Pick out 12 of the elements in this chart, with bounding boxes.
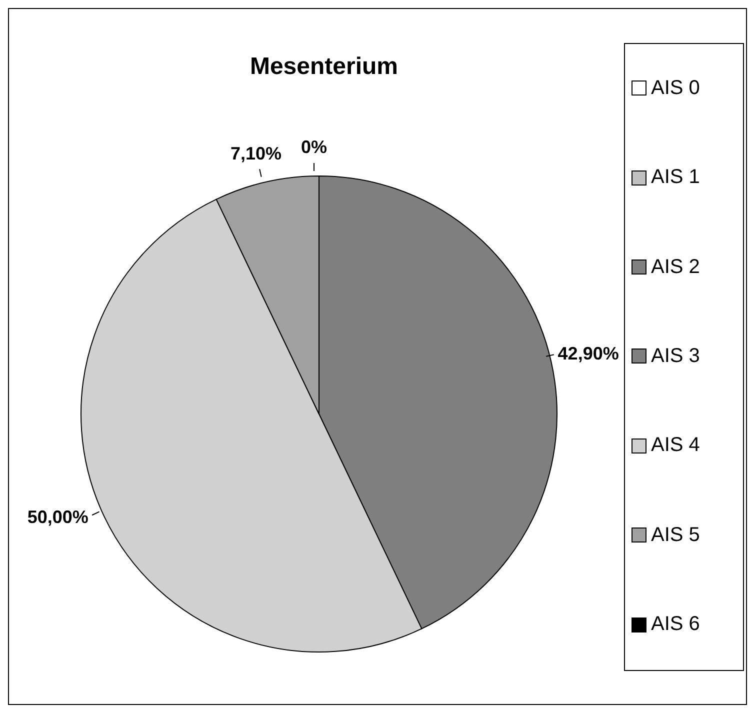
legend-label: AIS 4: [651, 434, 700, 458]
data-label: 7,10%: [230, 143, 282, 164]
legend-label: AIS 2: [651, 256, 700, 279]
legend-label: AIS 3: [651, 344, 700, 368]
chart-title: Mesenterium: [248, 53, 400, 81]
legend-label: AIS 5: [651, 524, 700, 547]
text: 0%: [300, 137, 328, 157]
legend-label: AIS 0: [651, 76, 700, 100]
legend-label: AIS 6: [651, 613, 700, 636]
data-label: 42,90%: [558, 344, 619, 364]
data-label: 50,00%: [27, 506, 88, 527]
legend-label: AIS 1: [651, 166, 700, 190]
